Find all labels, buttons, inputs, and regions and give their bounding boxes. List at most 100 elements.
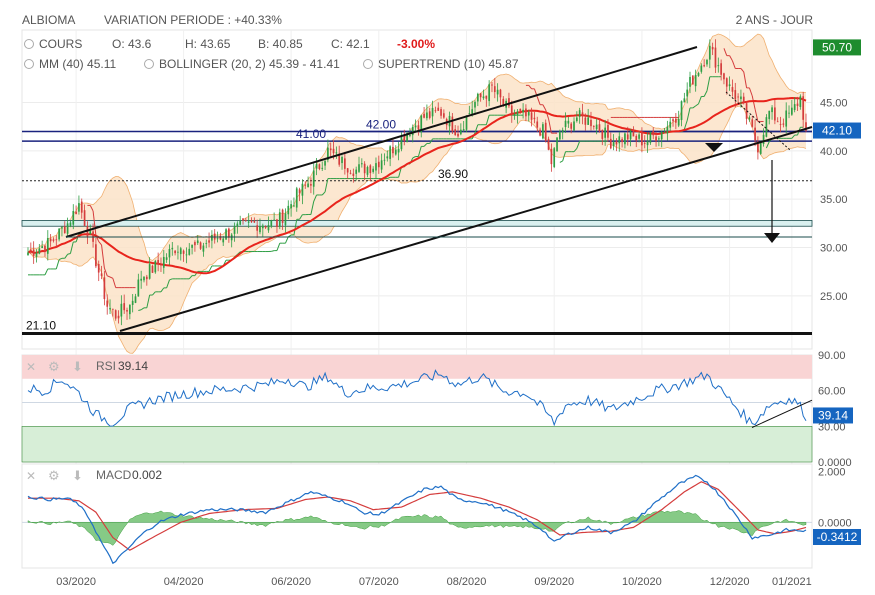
mm-label: MM (40): [39, 57, 84, 71]
candle-body: [242, 218, 244, 221]
supertrend-segment: [740, 68, 745, 73]
candle-body: [785, 110, 788, 127]
candle-body: [776, 121, 779, 123]
candle-body: [663, 132, 666, 133]
candle-body: [451, 116, 454, 132]
candle-body: [298, 189, 301, 194]
candle-body: [154, 260, 157, 273]
candle-body: [635, 135, 638, 141]
candle-body: [590, 119, 592, 127]
candle-body: [239, 220, 242, 225]
target-arrow-head: [764, 233, 780, 243]
candle-body: [352, 173, 355, 176]
candle-body: [250, 220, 253, 223]
gear-icon[interactable]: [24, 39, 34, 49]
candle-body: [137, 279, 140, 297]
rsi-overbought-zone: [22, 355, 812, 379]
supertrend-segment: [166, 279, 170, 289]
candle-body: [341, 156, 343, 164]
candle-body: [643, 143, 646, 144]
candle-body: [380, 160, 383, 170]
candle-body: [171, 247, 174, 250]
candle-body: [771, 107, 773, 113]
candle-body: [369, 165, 372, 174]
x-tick-label: 10/2020: [622, 576, 662, 588]
supertrend-segment: [559, 160, 563, 163]
rsi-line: [27, 369, 807, 427]
candle-body: [485, 95, 488, 99]
candle-body: [134, 296, 137, 303]
macd-value-tag: [813, 528, 861, 545]
candle-body: [270, 220, 273, 227]
candle-body: [536, 121, 539, 128]
supertrend-segment: [731, 60, 736, 69]
candle-body: [95, 244, 97, 267]
candle-body: [629, 130, 632, 140]
price-tick-label: 40.00: [820, 146, 848, 158]
candle-body: [27, 252, 29, 256]
x-tick-label: 07/2020: [359, 576, 399, 588]
candle-body: [658, 138, 660, 140]
candle-body: [35, 252, 38, 257]
rsi-value-tag-label: 39.14: [818, 408, 848, 422]
level-label-41-00: 41.00: [296, 127, 326, 141]
candle-body: [256, 225, 259, 231]
candle-body: [751, 119, 754, 127]
candle-body: [479, 93, 482, 98]
rsi-oversold-zone: [21, 426, 813, 463]
candle-body: [228, 228, 230, 238]
legend-mm[interactable]: MM (40) 45.11: [24, 57, 116, 71]
candle-body: [162, 256, 165, 268]
legend-bollinger[interactable]: BOLLINGER (20, 2) 45.39 - 41.41: [144, 57, 340, 71]
candle-body: [793, 104, 796, 111]
candle-body: [143, 276, 145, 281]
candle-body: [774, 107, 776, 121]
candle-body: [69, 222, 72, 226]
price-tick-label: 45.00: [820, 98, 848, 110]
close-value: C: 42.1: [331, 37, 370, 51]
gear-icon[interactable]: [144, 59, 154, 69]
low-value: B: 40.85: [258, 37, 303, 51]
period-range[interactable]: 2 ANS - JOUR: [735, 13, 813, 27]
candle-body: [516, 111, 519, 116]
candle-body: [145, 276, 148, 280]
supertrend-segment: [723, 48, 728, 56]
candle-body: [307, 183, 309, 188]
supertrend-segment: [748, 87, 753, 97]
candle-body: [547, 138, 550, 150]
breakdown-arrow-head: [705, 143, 723, 152]
gear-icon[interactable]: [24, 59, 34, 69]
bollinger-value: 45.39 - 41.41: [269, 57, 340, 71]
gear-icon[interactable]: [363, 59, 373, 69]
candle-body: [717, 65, 720, 67]
candle-body: [796, 103, 799, 106]
candle-body: [358, 164, 360, 172]
candle-body: [703, 65, 706, 67]
candle-body: [264, 226, 267, 228]
candle-body: [140, 278, 143, 281]
supertrend-segment: [44, 268, 49, 276]
candle-body: [655, 136, 657, 142]
supertrend-segment: [706, 76, 711, 91]
candle-body: [290, 204, 292, 209]
supertrend-segment: [69, 241, 74, 254]
candle-body: [725, 78, 728, 87]
supertrend-segment: [146, 294, 151, 308]
supertrend-segment: [293, 219, 298, 236]
supertrend-segment: [387, 176, 391, 180]
supertrend-segment: [58, 257, 63, 261]
candle-body: [259, 226, 261, 233]
candle-body: [607, 125, 609, 138]
candle-body: [414, 125, 417, 128]
candle-body: [400, 136, 403, 150]
legend-cours[interactable]: COURS: [24, 37, 82, 51]
candle-body: [151, 265, 154, 273]
candle-body: [128, 304, 131, 315]
supertrend-segment: [67, 253, 71, 255]
candle-body: [417, 125, 420, 130]
candle-body: [488, 84, 490, 102]
legend-supertrend[interactable]: SUPERTREND (10) 45.87: [363, 57, 519, 71]
candle-body: [114, 310, 117, 319]
candle-body: [677, 118, 680, 126]
candle-body: [318, 164, 321, 169]
